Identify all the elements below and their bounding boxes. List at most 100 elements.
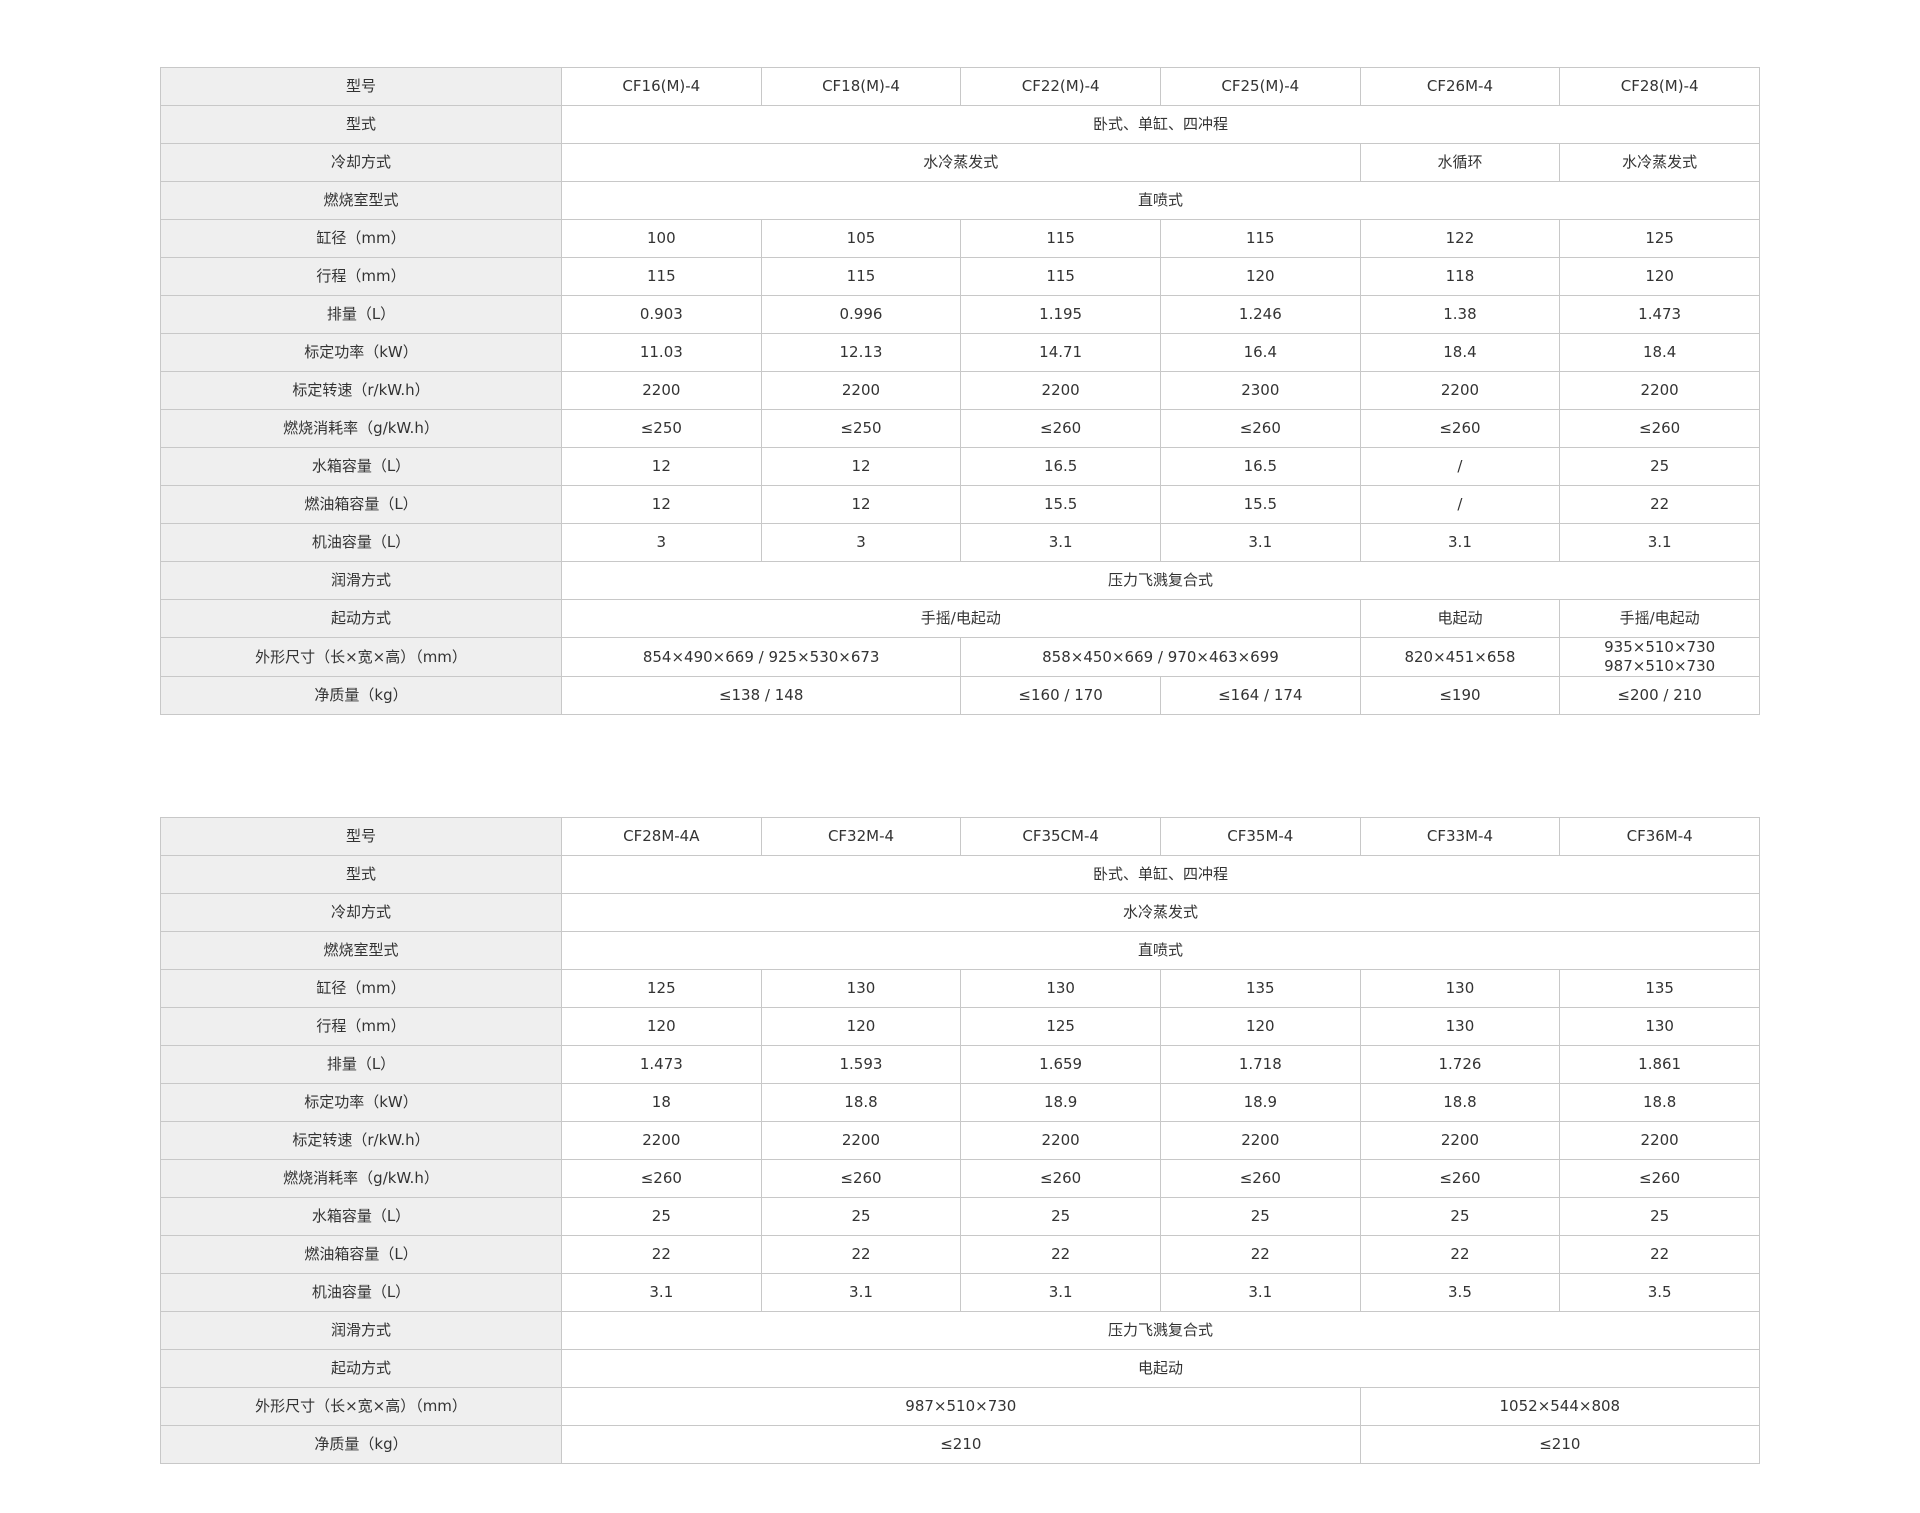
table-cell: 25 bbox=[1559, 447, 1760, 486]
table-row: 起动方式 手摇/电起动 电起动 手摇/电起动 bbox=[160, 599, 1760, 638]
table-cell: 2200 bbox=[1359, 1121, 1561, 1160]
table-row: 型号 CF28M-4A CF32M-4 CF35CM-4 CF35M-4 CF33M-4 C… bbox=[160, 817, 1760, 856]
table-cell: 105 bbox=[760, 219, 962, 258]
table-cell: 3.1 bbox=[1159, 1273, 1361, 1312]
table-cell: 12 bbox=[561, 447, 762, 486]
row-label: 燃油箱容量（L） bbox=[160, 1235, 562, 1274]
row-label: 标定功率（kW） bbox=[160, 333, 562, 372]
table-cell: 122 bbox=[1359, 219, 1561, 258]
table-cell: 135 bbox=[1159, 969, 1361, 1008]
table-cell: 120 bbox=[1159, 1007, 1361, 1046]
table-cell: 电起动 bbox=[561, 1349, 1760, 1388]
table-row: 标定功率（kW） 18 18.8 18.9 18.9 18.8 18.8 bbox=[160, 1083, 1760, 1122]
table-cell: ≤260 bbox=[561, 1159, 762, 1198]
table-cell: 22 bbox=[1559, 485, 1760, 524]
table-cell: 115 bbox=[561, 257, 762, 296]
table-cell: 1.38 bbox=[1359, 295, 1561, 334]
table-cell: 3.1 bbox=[561, 1273, 762, 1312]
table-cell: ≤260 bbox=[1159, 1159, 1361, 1198]
table-row: 机油容量（L） 3 3 3.1 3.1 3.1 3.1 bbox=[160, 523, 1760, 562]
table-cell: 854×490×669 / 925×530×673 bbox=[560, 637, 962, 677]
row-label: 标定功率（kW） bbox=[160, 1083, 562, 1122]
table-cell: ≤164 / 174 bbox=[1159, 676, 1361, 715]
table-cell: ≤210 bbox=[1359, 1425, 1761, 1464]
row-label: 型号 bbox=[160, 817, 562, 856]
table-cell: 18.4 bbox=[1559, 333, 1760, 372]
table-cell: 3 bbox=[561, 523, 762, 562]
row-label: 外形尺寸（长×宽×高）（mm） bbox=[160, 1387, 562, 1426]
table-cell: 130 bbox=[1359, 969, 1561, 1008]
table-cell: ≤260 bbox=[1559, 1159, 1760, 1198]
row-label: 缸径（mm） bbox=[160, 969, 562, 1008]
table-cell: ≤190 bbox=[1359, 676, 1561, 715]
row-label: 型号 bbox=[160, 67, 562, 106]
table-cell: 125 bbox=[561, 969, 762, 1008]
table-cell: 压力飞溅复合式 bbox=[561, 1311, 1760, 1350]
table-cell: 3.1 bbox=[960, 523, 1161, 562]
table-row: 水箱容量（L） 25 25 25 25 25 25 bbox=[160, 1197, 1760, 1236]
row-label: 燃烧室型式 bbox=[160, 181, 562, 220]
table-cell: ≤260 bbox=[960, 1159, 1161, 1198]
table-cell: 2200 bbox=[760, 371, 962, 410]
table-row: 燃油箱容量（L） 22 22 22 22 22 22 bbox=[160, 1235, 1760, 1274]
row-label: 净质量（kg） bbox=[160, 676, 562, 715]
table-cell: CF33M-4 bbox=[1359, 817, 1561, 856]
table-cell: 22 bbox=[1559, 1235, 1760, 1274]
table-cell: 水冷蒸发式 bbox=[561, 893, 1760, 932]
table-cell: 14.71 bbox=[960, 333, 1161, 372]
table-cell: CF35CM-4 bbox=[960, 817, 1161, 856]
table-cell: 压力飞溅复合式 bbox=[561, 561, 1760, 600]
table-cell: 1.659 bbox=[960, 1045, 1161, 1084]
table-cell: 115 bbox=[960, 219, 1161, 258]
table-cell: 12 bbox=[561, 485, 762, 524]
table-cell: ≤260 bbox=[760, 1159, 962, 1198]
row-label: 水箱容量（L） bbox=[160, 1197, 562, 1236]
row-label: 润滑方式 bbox=[160, 1311, 562, 1350]
table-row: 燃烧消耗率（g/kW.h） ≤260 ≤260 ≤260 ≤260 ≤260 ≤260 bbox=[160, 1159, 1760, 1198]
table-cell: 3.1 bbox=[1159, 523, 1361, 562]
table-cell: 115 bbox=[1159, 219, 1361, 258]
row-label: 行程（mm） bbox=[160, 257, 562, 296]
table-cell: 987×510×730 bbox=[561, 1387, 1361, 1426]
table-cell: CF16(M)-4 bbox=[561, 67, 762, 106]
table-cell: 135 bbox=[1559, 969, 1760, 1008]
table-row: 净质量（kg） ≤138 / 148 ≤160 / 170 ≤164 / 174 ≤19… bbox=[160, 676, 1760, 715]
row-label: 燃油箱容量（L） bbox=[160, 485, 562, 524]
table-cell: 3.1 bbox=[1559, 523, 1760, 562]
row-label: 标定转速（r/kW.h） bbox=[160, 371, 562, 410]
table-cell: 水冷蒸发式 bbox=[1559, 143, 1760, 182]
table-cell: 1.593 bbox=[760, 1045, 962, 1084]
table-cell: 120 bbox=[561, 1007, 762, 1046]
row-label: 起动方式 bbox=[160, 599, 562, 638]
table-cell: 手摇/电起动 bbox=[561, 599, 1361, 638]
table-cell: 12 bbox=[760, 485, 962, 524]
table-cell: 电起动 bbox=[1359, 599, 1561, 638]
table-cell: 120 bbox=[1159, 257, 1361, 296]
table-row: 标定转速（r/kW.h） 2200 2200 2200 2300 2200 2200 bbox=[160, 371, 1760, 410]
table-cell: 935×510×730 987×510×730 bbox=[1559, 637, 1760, 677]
table-cell: 115 bbox=[760, 257, 962, 296]
table-cell: CF32M-4 bbox=[760, 817, 962, 856]
table-cell: ≤260 bbox=[960, 409, 1161, 448]
table-row: 排量（L） 1.473 1.593 1.659 1.718 1.726 1.861 bbox=[160, 1045, 1760, 1084]
table-cell: ≤200 / 210 bbox=[1559, 676, 1760, 715]
table-cell: 16.4 bbox=[1159, 333, 1361, 372]
table-cell: ≤260 bbox=[1559, 409, 1760, 448]
table-cell: 120 bbox=[760, 1007, 962, 1046]
table-row: 排量（L） 0.903 0.996 1.195 1.246 1.38 1.473 bbox=[160, 295, 1760, 334]
table-cell: 22 bbox=[561, 1235, 762, 1274]
table-cell: 手摇/电起动 bbox=[1559, 599, 1760, 638]
table-cell: CF28M-4A bbox=[561, 817, 762, 856]
table-row: 型式 卧式、单缸、四冲程 bbox=[160, 855, 1760, 894]
table-row: 标定转速（r/kW.h） 2200 2200 2200 2200 2200 2200 bbox=[160, 1121, 1760, 1160]
table-cell: ≤260 bbox=[1359, 409, 1561, 448]
table-row: 燃烧室型式 直喷式 bbox=[160, 181, 1760, 220]
row-label: 燃烧消耗率（g/kW.h） bbox=[160, 409, 562, 448]
row-label: 排量（L） bbox=[160, 1045, 562, 1084]
table-row: 标定功率（kW） 11.03 12.13 14.71 16.4 18.4 18.4 bbox=[160, 333, 1760, 372]
table-cell: 1.195 bbox=[960, 295, 1161, 334]
table-cell: 130 bbox=[1359, 1007, 1561, 1046]
row-label: 燃烧室型式 bbox=[160, 931, 562, 970]
spec-table-2: 型号 CF28M-4A CF32M-4 CF35CM-4 CF35M-4 CF33M-4 C… bbox=[160, 817, 1761, 1464]
table-cell: 11.03 bbox=[561, 333, 762, 372]
